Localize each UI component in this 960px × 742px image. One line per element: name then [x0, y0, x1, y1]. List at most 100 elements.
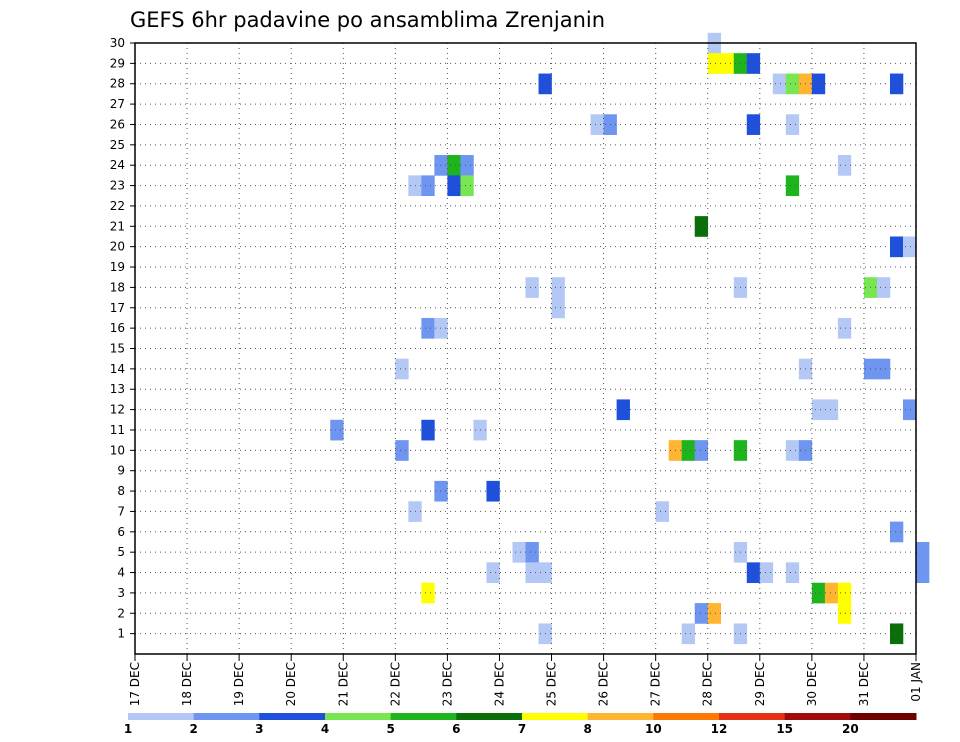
y-tick-label: 4 — [117, 566, 125, 580]
precip-cell — [421, 419, 435, 441]
precip-cell — [837, 603, 852, 624]
precip-cell — [707, 53, 722, 74]
precip-cell — [395, 440, 409, 461]
colorbar-swatch — [653, 713, 720, 720]
y-tick-label: 7 — [117, 504, 125, 518]
precip-cell — [395, 358, 409, 380]
y-tick-label: 1 — [117, 627, 125, 641]
precip-cell — [746, 562, 761, 584]
colorbar-swatch — [325, 713, 392, 720]
precip-cell — [824, 399, 839, 421]
precip-cell — [551, 297, 565, 319]
precip-cell — [811, 582, 826, 604]
plot-frame — [134, 42, 917, 655]
colorbar-label: 4 — [321, 722, 329, 736]
precip-cell — [460, 175, 474, 197]
y-tick-label: 19 — [110, 260, 125, 274]
precip-cell — [512, 541, 526, 563]
y-tick-label: 20 — [110, 240, 125, 254]
colorbar-swatch — [390, 713, 457, 720]
x-tick-label: 21 DEC — [336, 662, 350, 706]
colorbar-swatch — [456, 713, 523, 720]
x-tick-label: 18 DEC — [180, 662, 194, 706]
x-tick-label: 31 DEC — [857, 662, 871, 706]
y-tick-label: 26 — [110, 117, 125, 131]
precip-cell — [421, 582, 435, 604]
colorbar-label: 6 — [452, 722, 460, 736]
precip-cell — [785, 175, 800, 197]
y-tick-label: 3 — [117, 586, 125, 600]
y-tick-label: 5 — [117, 545, 125, 559]
y-tick-label: 29 — [110, 56, 125, 70]
precip-cell — [785, 562, 800, 584]
colorbar-swatch — [128, 713, 195, 720]
precip-cell — [916, 562, 930, 584]
x-tick-label: 25 DEC — [545, 662, 559, 706]
precip-cell — [421, 317, 435, 339]
y-tick-label: 11 — [110, 423, 125, 437]
precip-cell — [720, 53, 735, 74]
precip-cell — [902, 236, 917, 258]
y-tick-label: 16 — [110, 321, 125, 335]
precip-cell — [811, 73, 826, 95]
precip-cell — [876, 277, 891, 298]
precip-cell — [785, 114, 800, 135]
precip-cell — [916, 541, 930, 563]
precip-cell — [447, 155, 461, 176]
precip-cell — [590, 114, 604, 135]
precip-cell — [694, 216, 709, 237]
y-tick-label: 6 — [117, 525, 125, 539]
x-tick-label: 20 DEC — [284, 662, 298, 706]
y-tick-label: 28 — [110, 77, 125, 91]
precip-cell — [486, 480, 500, 502]
colorbar-label: 2 — [189, 722, 197, 736]
colorbar-label: 5 — [386, 722, 394, 736]
y-tick-label: 23 — [110, 179, 125, 193]
y-tick-label: 2 — [117, 606, 125, 620]
x-tick-label: 01 JAN — [909, 662, 923, 702]
grid-lines — [135, 42, 916, 654]
y-tick-label: 18 — [110, 280, 125, 294]
colorbar-label: 20 — [842, 722, 859, 736]
x-tick-label: 23 DEC — [440, 662, 454, 706]
precip-cell — [902, 399, 917, 421]
y-axis-ticks: 1234567891011121314151617181920212223242… — [110, 36, 135, 641]
y-tick-label: 15 — [110, 342, 125, 356]
y-tick-label: 13 — [110, 382, 125, 396]
precip-cell — [525, 541, 539, 563]
precip-cell — [811, 399, 826, 421]
precip-cell — [785, 440, 800, 461]
chart-title: GEFS 6hr padavine po ansamblima Zrenjani… — [130, 8, 605, 32]
precip-cell — [746, 53, 761, 74]
colorbar-swatch — [193, 713, 260, 720]
precip-cell — [889, 236, 904, 258]
precip-cell — [460, 155, 474, 176]
precip-cell — [889, 521, 904, 543]
colorbar-swatch — [784, 713, 851, 720]
precip-cell — [876, 358, 891, 380]
colorbar-label: 1 — [124, 722, 132, 736]
precip-cell — [434, 155, 448, 176]
y-tick-label: 25 — [110, 138, 125, 152]
colorbar-label: 15 — [776, 722, 793, 736]
colorbar-label: 8 — [583, 722, 591, 736]
y-tick-label: 14 — [110, 362, 125, 376]
y-tick-label: 22 — [110, 199, 125, 213]
precip-cell — [837, 317, 852, 339]
colorbar-label: 7 — [518, 722, 526, 736]
precip-cell — [434, 480, 448, 502]
precip-cell — [889, 73, 904, 95]
x-axis-ticks: 17 DEC 18 DEC 19 DEC 20 DEC 21 DEC 22 DEC 23 D… — [128, 654, 923, 706]
precip-cell — [486, 562, 500, 584]
precip-cell — [759, 562, 774, 584]
precip-cell — [434, 317, 448, 339]
colorbar-swatch — [259, 713, 326, 720]
precip-cell — [551, 277, 565, 298]
y-tick-label: 30 — [110, 36, 125, 50]
colorbar-label: 10 — [645, 722, 662, 736]
x-tick-label: 29 DEC — [753, 662, 767, 706]
precip-cell — [330, 419, 344, 441]
colorbar: 1 2 3 4 5 6 7 8 10 12 15 20 — [124, 713, 917, 736]
precip-cell — [694, 440, 709, 461]
